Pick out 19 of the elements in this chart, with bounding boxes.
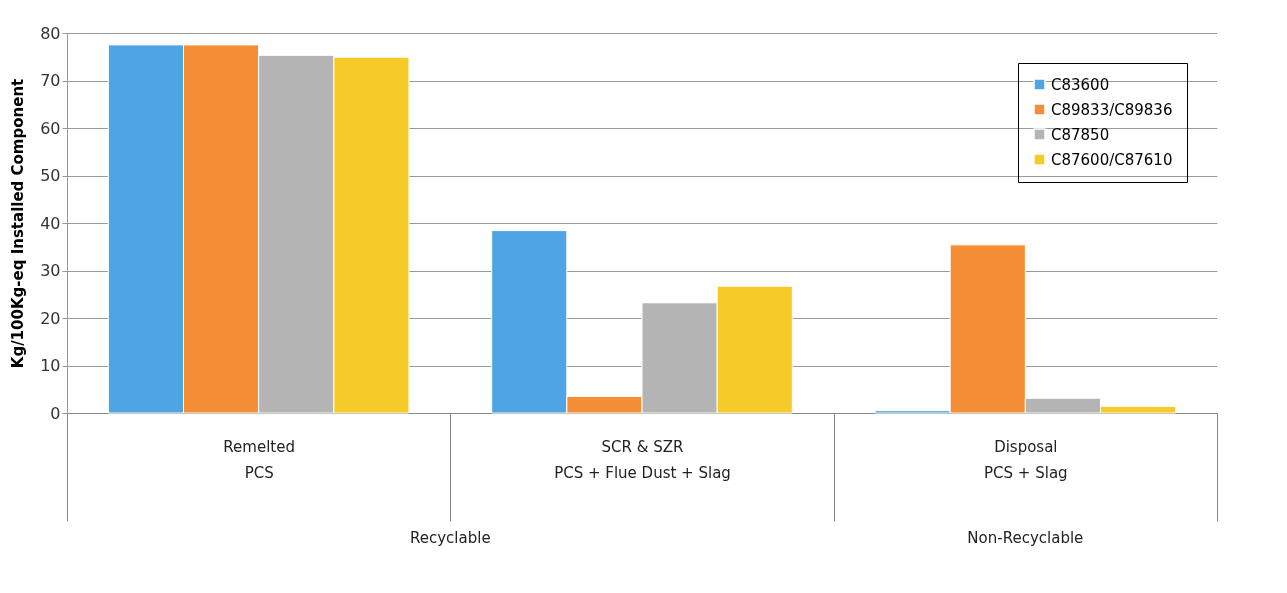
y-axis-title: Kg/100Kg-eq Installed Component [9, 78, 28, 369]
y-tick-label: 40 [40, 213, 61, 233]
y-tick-label: 20 [40, 308, 61, 328]
x-tick-label: SCR & SZR PCS + Flue Dust + Slag [554, 437, 731, 482]
y-tick-label: 30 [40, 261, 61, 280]
text: Recyclable [410, 529, 491, 547]
y-tick-label: 80 [40, 23, 61, 43]
x-tick-label: Disposal PCS + Slag [984, 437, 1068, 482]
y-tick-label: 70 [40, 71, 61, 90]
y-tick-label: 0 [50, 403, 61, 423]
x-tick-label: Remelted PCS [223, 437, 295, 482]
y-tick-label: 10 [40, 356, 61, 375]
legend-label: C87600/C87610 [1051, 150, 1173, 169]
legend-label: C89833/C89836 [1051, 100, 1173, 119]
y-tick-label: 50 [40, 166, 61, 185]
legend-label: C87850 [1051, 125, 1110, 144]
text: Non-Recyclable [967, 529, 1084, 547]
legend-label: C83600 [1051, 75, 1110, 94]
y-tick-label: 60 [40, 118, 61, 138]
